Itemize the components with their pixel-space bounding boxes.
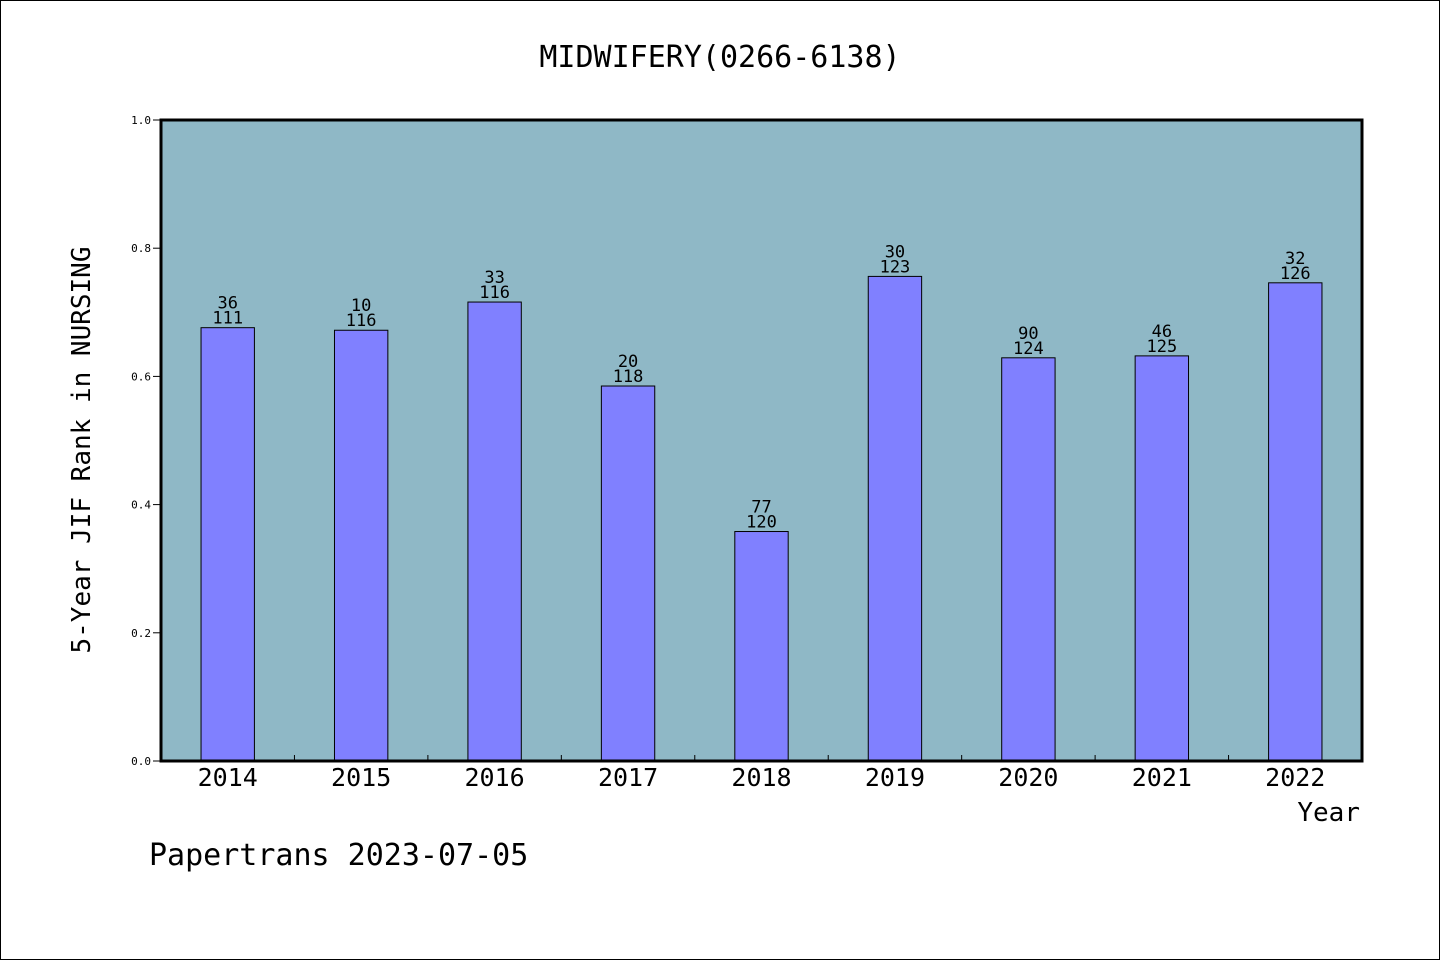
bar-2019 xyxy=(867,275,923,762)
bars-group: 3611110116331162011877120301239012446125… xyxy=(200,242,1323,762)
x-tick-label: 2021 xyxy=(1132,763,1192,792)
x-axis-label: Year xyxy=(1297,798,1360,828)
bar-2022 xyxy=(1268,282,1323,762)
footer-watermark: Papertrans 2023-07-05 xyxy=(149,838,528,873)
x-axis: 2014 2015 2016 2017 2018 2019 2020 2021 2022 xyxy=(198,755,1325,792)
x-tick-label: 2022 xyxy=(1265,763,1325,792)
bar-2020 xyxy=(1001,357,1056,762)
x-tick-label: 2020 xyxy=(998,763,1058,792)
y-axis-label: 5-Year JIF Rank in NURSING xyxy=(67,247,97,654)
bar-2016 xyxy=(467,301,522,762)
x-tick-label: 2017 xyxy=(598,763,658,792)
bar-rank-label: 36 xyxy=(217,294,237,314)
bar-total-label: 111 xyxy=(212,309,243,329)
bar-total-label: 120 xyxy=(746,513,777,533)
bar-rank-label: 20 xyxy=(618,352,638,372)
y-tick-label: 0.2 xyxy=(131,627,151,640)
bar-rank-label: 90 xyxy=(1018,324,1038,344)
bar-total-label: 124 xyxy=(1013,339,1044,359)
bar-total-label: 125 xyxy=(1146,337,1177,357)
bar-total-label: 126 xyxy=(1280,264,1311,284)
bar-total-label: 116 xyxy=(479,283,510,303)
bar-2018 xyxy=(734,531,789,762)
bar-total-label: 118 xyxy=(613,367,644,387)
bar-rank-label: 33 xyxy=(484,268,504,288)
y-tick-label: 0.8 xyxy=(131,242,151,255)
bar-2014 xyxy=(200,327,255,762)
x-tick-label: 2015 xyxy=(331,763,391,792)
x-tick-label: 2014 xyxy=(198,763,258,792)
bar-rank-label: 10 xyxy=(351,296,371,316)
bar-rank-label: 30 xyxy=(885,242,905,262)
bar-rank-label: 46 xyxy=(1152,322,1172,342)
bar-total-label: 123 xyxy=(880,257,911,277)
x-tick-label: 2016 xyxy=(465,763,525,792)
bar-2015 xyxy=(333,329,389,762)
bar-2017 xyxy=(600,385,656,762)
x-tick-label: 2018 xyxy=(731,763,791,792)
bar-rank-label: 77 xyxy=(751,498,771,518)
y-tick-label: 0.4 xyxy=(131,499,151,512)
y-axis: 0.0 0.2 0.4 0.6 0.8 1.0 xyxy=(131,114,161,768)
bar-2021 xyxy=(1134,355,1190,762)
bar-rank-label: 32 xyxy=(1285,249,1305,269)
plot-border xyxy=(159,118,1364,763)
chart-title: MIDWIFERY(0266-6138) xyxy=(539,40,900,75)
y-tick-label: 1.0 xyxy=(131,114,151,127)
y-tick-label: 0.0 xyxy=(131,755,151,768)
x-tick-label: 2019 xyxy=(865,763,925,792)
bar-total-label: 116 xyxy=(346,311,377,331)
plot-area: 3611110116331162011877120301239012446125… xyxy=(159,118,1364,763)
y-tick-label: 0.6 xyxy=(131,370,151,383)
